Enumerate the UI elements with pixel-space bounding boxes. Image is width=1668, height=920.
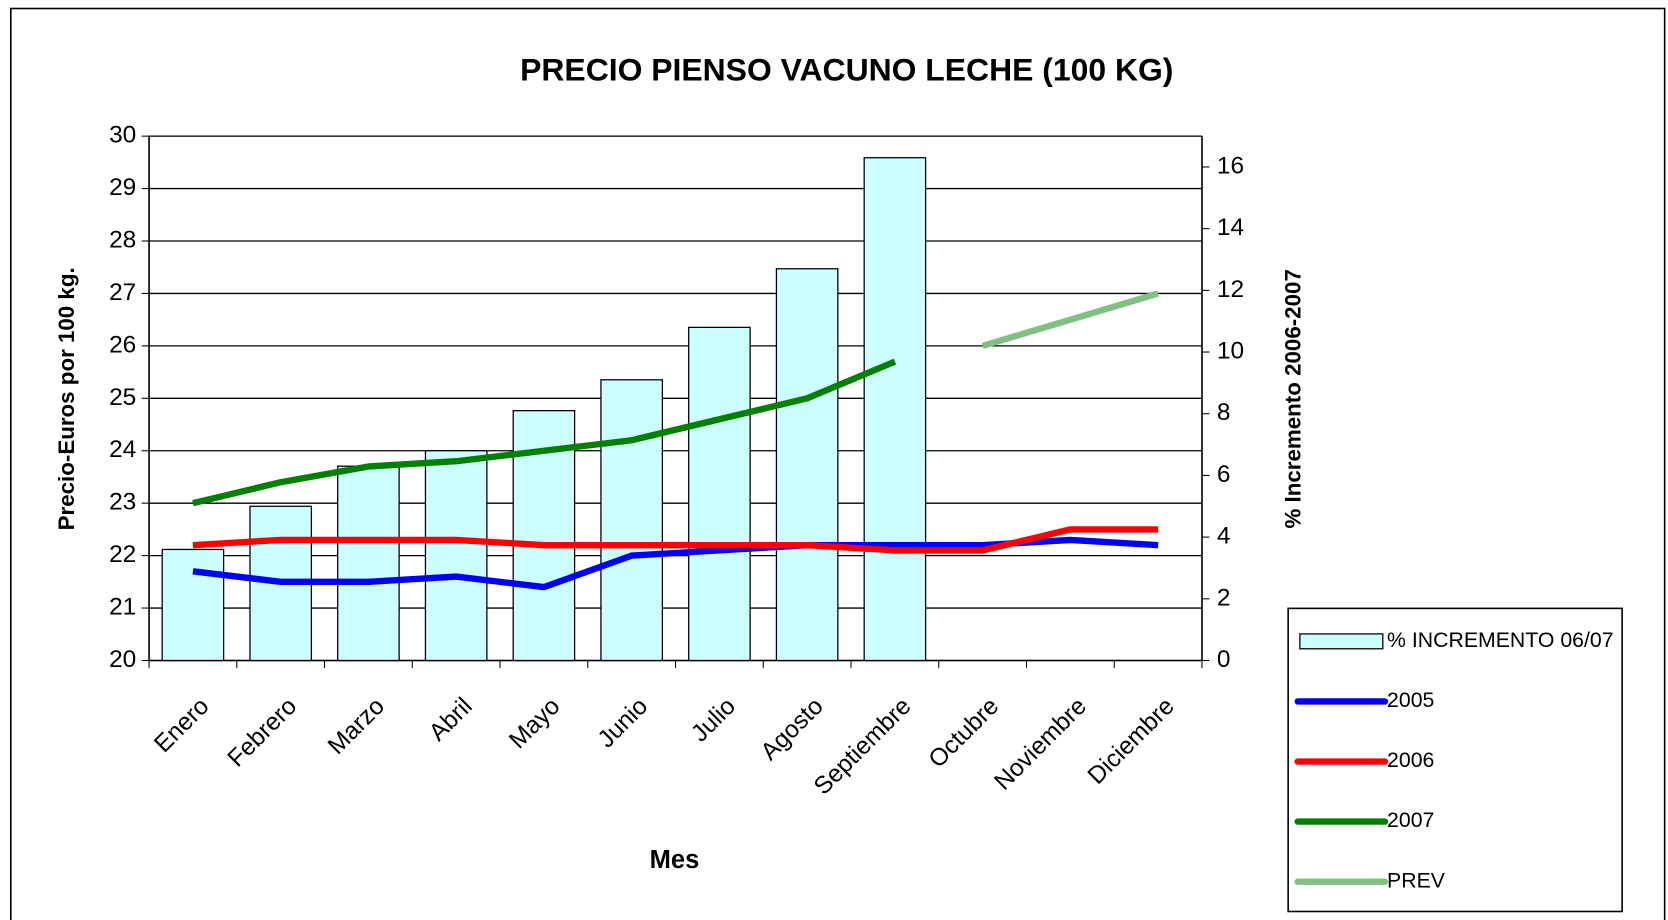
y-tick-label: 25 <box>109 384 136 411</box>
legend-swatch <box>1299 633 1384 650</box>
legend-label: PREV <box>1387 868 1446 892</box>
bar <box>424 450 488 662</box>
y-tick-label: 21 <box>109 594 136 621</box>
y2-axis-label: % Incremento 2006-2007 <box>1280 269 1305 528</box>
line-series <box>192 358 897 507</box>
y2-tick-label: 10 <box>1217 338 1244 365</box>
line-series <box>192 526 1159 554</box>
y-tick-label: 27 <box>109 279 136 306</box>
y2-tick-label: 4 <box>1217 523 1231 550</box>
y2-tick-label: 8 <box>1217 399 1231 426</box>
bar <box>600 379 664 662</box>
y2-tick-label: 0 <box>1217 646 1231 673</box>
y2-tick-label: 6 <box>1217 461 1231 488</box>
legend-label: 2005 <box>1387 688 1434 712</box>
line-series <box>981 290 1160 349</box>
legend-label: 2007 <box>1387 808 1434 832</box>
y-tick-label: 20 <box>109 646 136 673</box>
bar <box>337 465 400 662</box>
y-tick-label: 22 <box>109 541 136 568</box>
y-tick-label: 23 <box>109 489 136 516</box>
y-tick-label: 28 <box>109 226 136 253</box>
bar <box>688 326 751 662</box>
y-tick-label: 24 <box>109 436 136 463</box>
y-tick-label: 30 <box>109 122 136 149</box>
x-axis-label: Mes <box>650 846 700 874</box>
legend-label: % INCREMENTO 06/07 <box>1387 628 1614 652</box>
y-tick-label: 26 <box>109 331 136 358</box>
chart-title: PRECIO PIENSO VACUNO LECHE (100 KG) <box>520 52 1173 88</box>
legend-label: 2006 <box>1387 748 1434 772</box>
bar <box>161 548 225 662</box>
bar <box>863 157 927 662</box>
y-axis-label: Precio-Euros por 100 kg. <box>54 267 79 530</box>
y2-tick-label: 14 <box>1217 214 1244 241</box>
y-tick-label: 29 <box>109 174 136 201</box>
bar <box>775 268 839 662</box>
y2-tick-label: 2 <box>1217 584 1231 611</box>
y2-tick-label: 16 <box>1217 152 1244 179</box>
y2-tick-label: 12 <box>1217 276 1244 303</box>
